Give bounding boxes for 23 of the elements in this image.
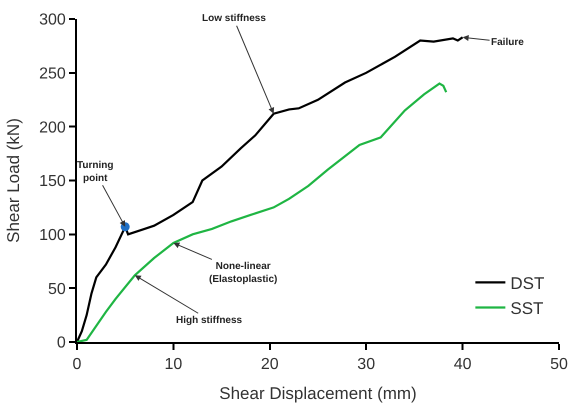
legend-label: DST <box>510 274 544 294</box>
x-tick-label: 50 <box>550 356 568 374</box>
x-axis-title: Shear Displacement (mm) <box>219 384 417 404</box>
y-tick-label: 300 <box>39 12 66 29</box>
annotation: Turning point <box>77 160 114 184</box>
y-tick-label: 100 <box>39 226 66 244</box>
x-tick-label: 30 <box>357 356 376 374</box>
legend-label: SST <box>510 299 544 318</box>
x-tick-label: 0 <box>72 356 82 374</box>
y-axis-title: Shear Load (kN) <box>4 118 24 243</box>
annotation: Low stiffness <box>202 13 266 24</box>
y-tick-label: 200 <box>39 119 66 136</box>
x-tick-label: 20 <box>260 356 279 374</box>
y-tick-label: 150 <box>39 173 66 190</box>
annotation: High stiffness <box>176 315 243 326</box>
annotation: None-linear (Elastoplastic) <box>209 261 278 285</box>
y-tick-label: 0 <box>56 334 66 352</box>
x-tick-label: 10 <box>164 356 182 374</box>
y-tick-label: 250 <box>39 65 66 82</box>
line-series <box>77 82 448 342</box>
annotation: Failure <box>491 37 524 48</box>
y-tick-label: 50 <box>48 280 66 298</box>
x-tick-label: 40 <box>454 356 472 374</box>
